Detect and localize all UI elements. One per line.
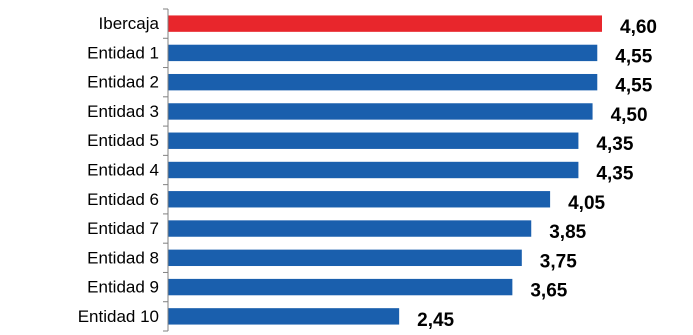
category-label: Entidad 3 xyxy=(87,102,159,121)
bar-entidad-6 xyxy=(168,191,551,208)
bar-entidad-10 xyxy=(168,308,400,325)
bar-entidad-8 xyxy=(168,249,522,267)
bar-entidad-5 xyxy=(168,132,579,149)
bars-group xyxy=(168,15,602,325)
value-labels: 4,60 4,55 4,55 4,50 4,35 4,35 4,05 3,85 3,75 3,65… xyxy=(417,17,657,331)
category-label: Entidad 2 xyxy=(87,73,159,92)
value-label: 4,50 xyxy=(611,105,648,126)
category-label: Entidad 9 xyxy=(87,278,159,297)
value-label: 4,55 xyxy=(615,46,652,67)
value-label: 2,45 xyxy=(417,310,454,331)
category-label: Entidad 4 xyxy=(87,161,159,180)
value-label: 3,85 xyxy=(549,222,586,243)
bar-entidad-7 xyxy=(168,220,532,237)
value-label: 4,35 xyxy=(596,164,633,185)
value-label: 3,75 xyxy=(540,251,577,272)
category-label: Entidad 5 xyxy=(87,131,159,150)
value-label: 4,05 xyxy=(568,193,605,214)
category-label: Entidad 1 xyxy=(87,43,159,62)
value-label: 4,60 xyxy=(620,17,657,38)
value-label: 3,65 xyxy=(530,281,567,302)
bar-ibercaja xyxy=(168,15,602,32)
bar-entidad-3 xyxy=(168,103,593,120)
category-label: Ibercaja xyxy=(99,14,160,33)
category-label: Entidad 6 xyxy=(87,190,159,209)
value-label: 4,55 xyxy=(615,76,652,97)
value-label: 4,35 xyxy=(596,134,633,155)
bar-entidad-1 xyxy=(168,44,598,62)
category-label: Entidad 7 xyxy=(87,219,159,238)
bar-entidad-4 xyxy=(168,161,579,179)
bar-entidad-2 xyxy=(168,73,598,91)
bar-entidad-9 xyxy=(168,278,513,296)
category-label: Entidad 10 xyxy=(78,307,159,326)
category-label: Entidad 8 xyxy=(87,248,159,267)
category-labels: Ibercaja Entidad 1 Entidad 2 Entidad 3 Entid… xyxy=(78,14,160,326)
y-axis-ticks xyxy=(163,8,168,332)
